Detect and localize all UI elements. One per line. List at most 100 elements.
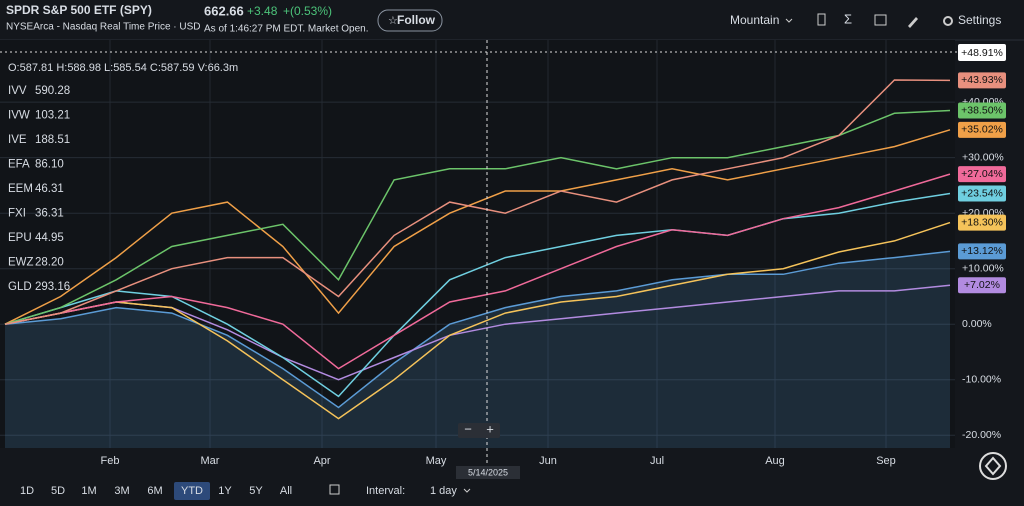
range-button[interactable]: YTD (181, 485, 203, 497)
end-label: +43.93% (961, 74, 1003, 86)
logo (984, 456, 1002, 476)
legend-price: 103.21 (35, 110, 70, 122)
end-flag (958, 214, 1006, 231)
x-tick-label: Mar (201, 455, 220, 467)
line (4, 129, 951, 325)
zoom-in[interactable]: + (486, 421, 494, 436)
legend-name: FXI (8, 208, 26, 220)
change-pct: +(0.53%) (283, 4, 332, 18)
end-label: +23.54% (961, 187, 1003, 199)
end-label: +35.02% (961, 124, 1003, 136)
x-tick-label: Jul (650, 455, 664, 467)
end-flag (958, 166, 1006, 183)
legend-name: EEM (8, 183, 33, 195)
line (4, 192, 951, 398)
star-icon: ☆ (388, 15, 398, 27)
crosshair-date: 5/14/2025 (468, 467, 508, 477)
title: SPDR S&P 500 ETF (SPY) (6, 3, 152, 17)
end-label: +38.50% (961, 104, 1003, 116)
end-label: +13.12% (961, 245, 1003, 257)
legend-name: IVW (8, 110, 30, 122)
line (4, 109, 951, 325)
exchange: NYSEArca - Nasdaq Real Time Price · USD (6, 22, 201, 33)
as-of: As of 1:46:27 PM EDT. Market Open. (204, 24, 369, 35)
legend-name: GLD (8, 281, 32, 293)
settings-icon[interactable] (943, 16, 953, 26)
x-tick-label: Feb (101, 455, 120, 467)
line (4, 79, 951, 325)
range-button[interactable]: 1Y (218, 485, 232, 497)
legend-price: 293.16 (35, 281, 70, 293)
interval-label: Interval: (366, 485, 405, 497)
x-tick-label: Sep (876, 455, 896, 467)
legend-price: 36.31 (35, 208, 64, 220)
chart-style[interactable]: Mountain (730, 13, 779, 27)
end-flag (958, 102, 1006, 119)
follow-label: Follow (397, 13, 436, 27)
range-button[interactable]: 1M (81, 485, 96, 497)
range-button[interactable]: 5Y (249, 485, 263, 497)
legend-price: 46.31 (35, 183, 64, 195)
footer: 1D 5D 1M 3M 6M YTD 1Y 5Y All (20, 482, 292, 500)
logo (979, 452, 1007, 480)
area (5, 251, 950, 448)
legend-name: EWZ (8, 257, 34, 269)
end-label: +7.02% (964, 279, 1000, 291)
change: +3.48 (247, 4, 278, 18)
y-tick-label: -10.00% (962, 374, 1001, 386)
crosshair-flag (958, 44, 1006, 61)
range-active (174, 482, 210, 500)
end-label: +27.04% (961, 168, 1003, 180)
line (4, 173, 951, 370)
end-label: +18.30% (961, 216, 1003, 228)
tool-icon[interactable] (817, 13, 826, 26)
follow-button[interactable] (377, 9, 443, 32)
dropdown-icon (463, 488, 471, 493)
legend-price: 590.28 (35, 85, 70, 97)
zoom-out[interactable]: − (464, 421, 472, 436)
range-button[interactable]: 3M (114, 485, 129, 497)
end-flag (958, 185, 1006, 202)
y-tick-label: -20.00% (962, 429, 1001, 441)
x-tick-label: Apr (313, 455, 330, 467)
draw-icon[interactable] (908, 17, 918, 28)
legend-name: EPU (8, 232, 32, 244)
calendar-icon[interactable] (329, 484, 340, 495)
date-flag (456, 466, 520, 479)
line (4, 250, 951, 409)
legend-price: 44.95 (35, 232, 64, 244)
legend-name: EFA (8, 159, 30, 171)
x-tick-label: May (426, 455, 447, 467)
end-flag (958, 121, 1006, 138)
tool-icon[interactable]: Σ (844, 11, 852, 26)
range-button[interactable]: 5D (51, 485, 65, 497)
plot: Feb Mar Apr May Jun Jul Aug Sep -20.00% -10.00% 0.… (0, 40, 1006, 467)
end-flag (958, 277, 1006, 294)
tool-icon[interactable] (874, 14, 887, 26)
crosshair-label: +48.91% (961, 47, 1003, 59)
interval[interactable]: 1 day (430, 485, 457, 497)
range-button[interactable]: 6M (147, 485, 162, 497)
legend-price: 28.20 (35, 257, 64, 269)
legend-price: 188.51 (35, 134, 70, 146)
zoom-controls[interactable] (458, 423, 500, 438)
y-tick-label: +10.00% (962, 262, 1004, 274)
y-tick-label: +30.00% (962, 151, 1004, 163)
x-tick-label: Aug (765, 455, 785, 467)
legend-name: IVE (8, 134, 27, 146)
settings[interactable]: Settings (958, 13, 1001, 27)
end-flag (958, 72, 1006, 89)
ohlc: O:587.81 H:588.98 L:585.54 C:587.59 V:66… (8, 62, 238, 74)
legend-name: IVV (8, 85, 27, 97)
range-button[interactable]: All (280, 485, 292, 497)
dropdown-icon (785, 18, 793, 23)
legend-price: 86.10 (35, 159, 64, 171)
y-tick-label: 0.00% (962, 318, 992, 330)
x-tick-label: Jun (539, 455, 557, 467)
range-button[interactable]: 1D (20, 485, 34, 497)
line (4, 221, 951, 420)
price: 662.66 (204, 3, 244, 18)
end-flag (958, 243, 1006, 260)
